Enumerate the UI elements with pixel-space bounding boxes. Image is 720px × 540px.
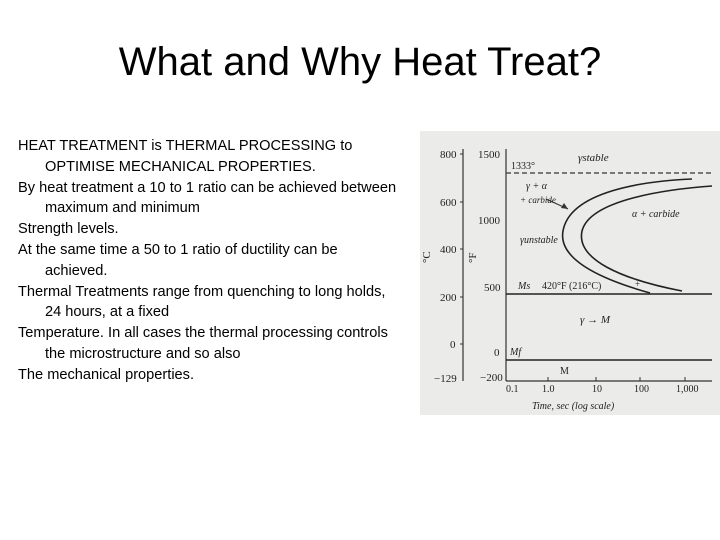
carbide-label: + carbide: [520, 195, 556, 205]
gamma-unstable-label: γunstable: [520, 235, 558, 246]
fahrenheit-tick: 1000: [478, 215, 501, 227]
mf-label: Mf: [509, 347, 522, 358]
celsius-tick: 400: [440, 244, 457, 256]
fahrenheit-tick: 0: [494, 347, 500, 359]
fahrenheit-tick: 500: [484, 282, 501, 294]
time-tick: 1,000: [676, 384, 699, 395]
paragraph: Temperature. In all cases the thermal pr…: [18, 325, 388, 362]
cross-marker: +: [635, 279, 640, 289]
slide-title: What and Why Heat Treat?: [118, 40, 602, 84]
ms-temp-label: 420°F (216°C): [542, 281, 601, 292]
paragraph: By heat treatment a 10 to 1 ratio can be…: [18, 179, 397, 217]
arrow-head: [561, 203, 568, 209]
transformation-end-curve: [580, 185, 713, 292]
paragraph: Strength levels.: [18, 221, 119, 238]
fahrenheit-tick: 1500: [478, 149, 501, 161]
time-tick: 100: [634, 384, 649, 395]
gamma-martensite-label: γ → M: [580, 314, 611, 326]
transformation-start-curve: [561, 178, 693, 294]
fahrenheit-tick: −200: [480, 372, 503, 384]
ttt-diagram: °C °F 800 600 400 200 0 −129 1500 1000 5…: [420, 131, 720, 415]
m-label: M: [560, 366, 569, 377]
ms-label: Ms: [517, 281, 530, 292]
gamma-stable-label: γstable: [578, 152, 609, 164]
celsius-tick: −129: [434, 373, 457, 385]
eutectoid-label: 1333°: [511, 161, 535, 172]
paragraph: HEAT TREATMENT is THERMAL PROCESSING to …: [18, 138, 353, 175]
celsius-tick: 200: [440, 292, 457, 304]
alpha-carbide-label: α + carbide: [632, 209, 680, 220]
paragraph: At the same time a 50 to 1 ratio of duct…: [18, 241, 338, 279]
ttt-diagram-svg: °C °F 800 600 400 200 0 −129 1500 1000 5…: [421, 149, 713, 412]
time-tick: 0.1: [506, 384, 519, 395]
time-tick: 1.0: [542, 384, 555, 395]
gamma-alpha-label: γ + α: [526, 181, 548, 192]
body-text: HEAT TREATMENT is THERMAL PROCESSING to …: [18, 136, 403, 386]
time-tick: 10: [592, 384, 602, 395]
fahrenheit-axis-label: °F: [467, 252, 479, 263]
time-axis-label: Time, sec (log scale): [532, 401, 615, 412]
celsius-axis-label: °C: [421, 251, 433, 263]
paragraph: Thermal Treatments range from quenching …: [18, 283, 386, 321]
celsius-tick: 800: [440, 149, 457, 161]
celsius-tick: 600: [440, 197, 457, 209]
paragraph: The mechanical properties.: [18, 366, 195, 383]
celsius-tick: 0: [450, 339, 456, 351]
